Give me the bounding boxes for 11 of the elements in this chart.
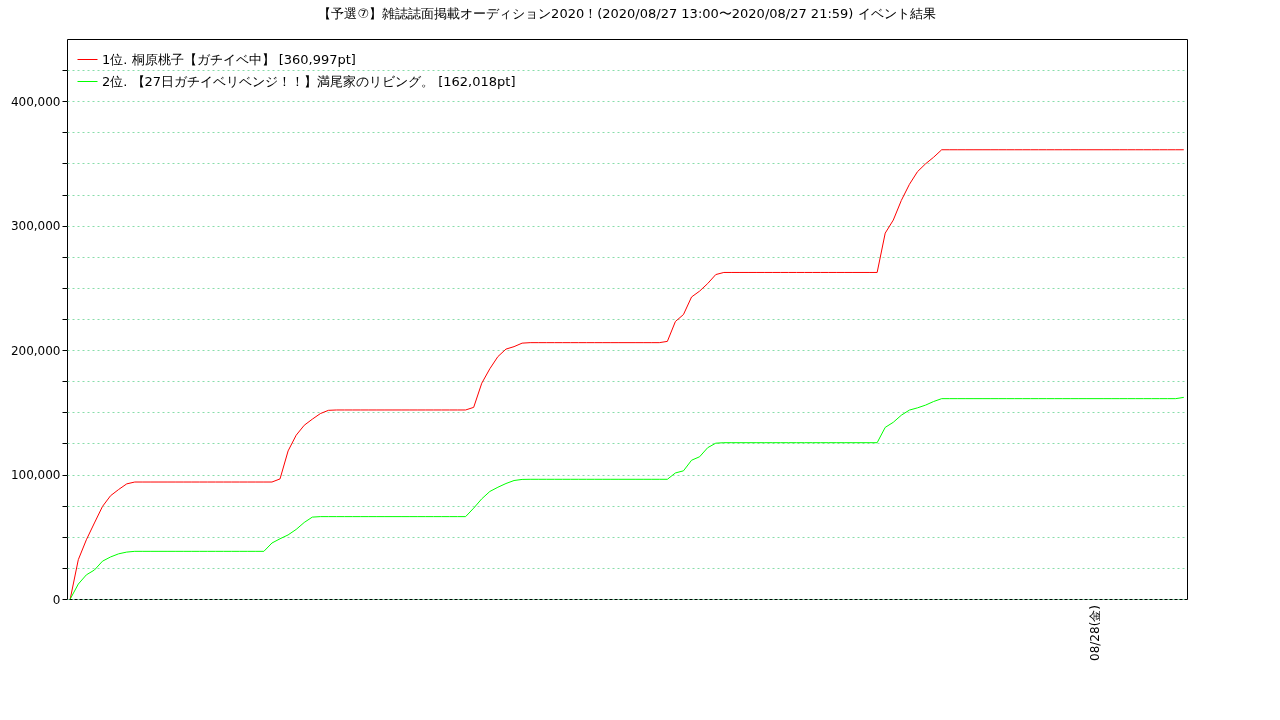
- y-tick-label: 100,000: [10, 468, 61, 483]
- line-series: [69, 149, 1185, 600]
- legend-label: 2位. 【27日ガチイベリベンジ！！】満尾家のリビング。 [162,018pt]: [102, 73, 516, 89]
- y-tick-label: 400,000: [10, 94, 61, 109]
- text: 08/28(金): [1088, 605, 1103, 661]
- legend-label: 1位. 桐原桃子【ガチイベ中】 [360,997pt]: [102, 51, 356, 67]
- chart-title: 【予選⑦】雑誌誌面掲載オーディション2020！(2020/08/27 13:00〜2020/08/27 21:59) イベント結果: [318, 6, 936, 21]
- y-tick-label: 200,000: [10, 343, 61, 358]
- line-series: [69, 396, 1185, 600]
- y-tick-label: 300,000: [10, 219, 61, 234]
- y-tick-label: 0: [52, 592, 61, 607]
